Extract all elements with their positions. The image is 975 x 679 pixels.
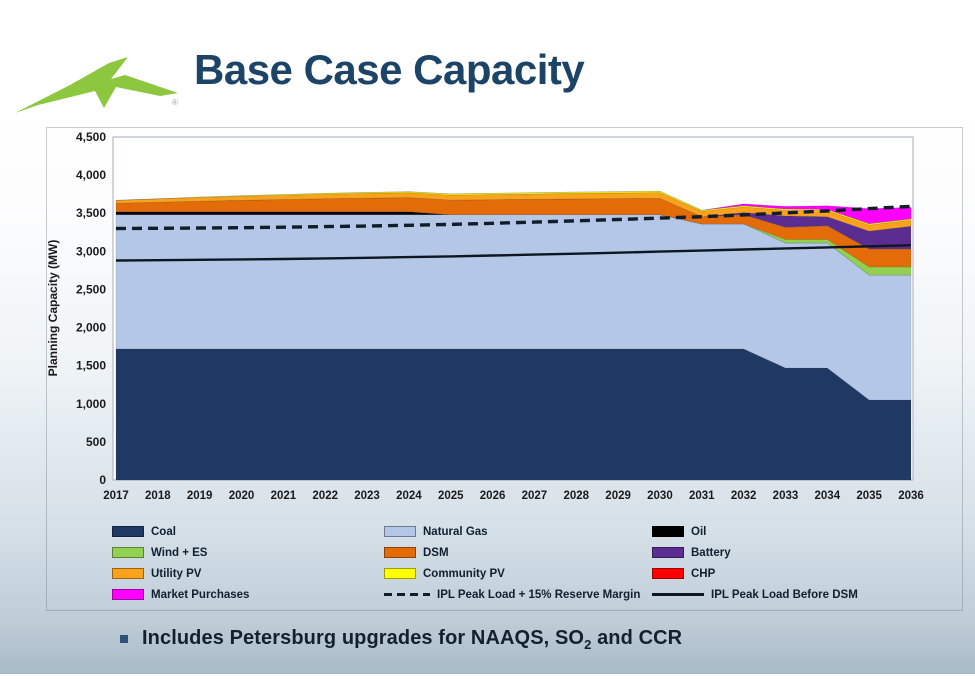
bullet-square-icon [120,635,128,643]
area-coal [115,348,912,481]
x-tick-label: 2036 [898,490,924,502]
x-tick-label: 2017 [103,490,129,502]
legend-swatch-icon [112,547,144,558]
legend-label: CHP [691,567,716,580]
legend-label: Wind + ES [151,546,208,559]
y-tick-label: 4,500 [76,130,106,144]
legend-swatch-icon [384,526,416,537]
x-tick-label: 2028 [563,490,589,502]
legend-item-natural-gas: Natural Gas [384,526,652,538]
legend-item-market-purchases: Market Purchases [112,589,384,601]
chart-frame [46,127,963,611]
x-tick-label: 2033 [773,490,799,502]
registered-mark: ® [172,98,178,107]
legend-label: Battery [691,546,731,559]
x-tick-label: 2032 [731,490,757,502]
legend-label: Natural Gas [423,525,488,538]
legend-item-utility-pv: Utility PV [112,568,384,580]
line-ipl-peak-load-before-dsm [115,244,912,262]
y-tick-label: 4,000 [76,168,106,182]
legend-item-chp: CHP [652,568,882,580]
legend-label: Oil [691,525,707,538]
x-tick-label: 2019 [187,490,213,502]
x-tick-label: 2034 [815,490,841,502]
y-tick-label: 0 [99,473,106,487]
area-dsm [115,197,912,268]
y-tick-label: 500 [86,435,106,449]
legend-label: Market Purchases [151,588,250,601]
page-title: Base Case Capacity [194,46,585,93]
area-community-pv [115,190,912,226]
legend-item-wind-es: Wind + ES [112,547,384,559]
x-tick-label: 2027 [522,490,548,502]
legend-label: IPL Peak Load Before DSM [711,588,858,601]
legend-label: DSM [423,546,449,559]
x-tick-label: 2022 [312,490,338,502]
legend-item-coal: Coal [112,526,384,538]
y-tick-label: 1,000 [76,397,106,411]
area-market-purchases [115,190,912,225]
x-tick-label: 2018 [145,490,171,502]
footnote-text: Includes Petersburg upgrades for NAAQS, … [142,627,683,652]
legend-swatch-icon [384,568,416,579]
dashed-line-icon [384,593,430,596]
legend-label: IPL Peak Load + 15% Reserve Margin [437,588,641,601]
y-tick-label: 3,000 [76,244,106,258]
legend-item-dsm: DSM [384,547,652,559]
lightning-bolt-icon: ® [15,57,178,113]
legend-swatch-icon [652,568,684,579]
area-utility-pv [115,192,912,232]
legend-item-battery: Battery [652,547,882,559]
legend-swatch-icon [384,547,416,558]
footnote: Includes Petersburg upgrades for NAAQS, … [120,627,682,652]
legend-swatch-icon [112,568,144,579]
x-tick-label: 2024 [396,490,422,502]
legend-swatch-icon [652,547,684,558]
x-tick-label: 2031 [689,490,715,502]
x-tick-label: 2023 [354,490,380,502]
y-tick-label: 1,500 [76,359,106,373]
legend-item-ipl-peak-load-15-reserve-margin: IPL Peak Load + 15% Reserve Margin [384,589,652,601]
x-tick-label: 2030 [647,490,673,502]
chart-legend: Coal Natural Gas Oil Wind + ES DSM Battery Uti… [112,521,882,605]
x-tick-label: 2025 [438,490,464,502]
legend-swatch-icon [112,526,144,537]
legend-item-community-pv: Community PV [384,568,652,580]
y-tick-label: 3,500 [76,206,106,220]
x-tick-label: 2020 [229,490,255,502]
y-tick-label: 2,500 [76,282,106,296]
x-tick-label: 2026 [480,490,506,502]
legend-label: Community PV [423,567,505,580]
solid-line-icon [652,593,704,596]
legend-label: Utility PV [151,567,202,580]
y-tick-label: 2,000 [76,321,106,335]
x-tick-label: 2021 [271,490,297,502]
y-axis-label: Planning Capacity (MW) [46,240,60,377]
legend-swatch-icon [112,589,144,600]
legend-label: Coal [151,525,176,538]
legend-item-ipl-peak-load-before-dsm: IPL Peak Load Before DSM [652,589,882,601]
x-tick-label: 2035 [856,490,882,502]
legend-item-oil: Oil [652,526,882,538]
legend-swatch-icon [652,526,684,537]
slide-header: ® Base Case Capacity [0,0,975,125]
line-ipl-peak-load-15-reserve-margin [115,204,912,231]
x-tick-label: 2029 [605,490,631,502]
